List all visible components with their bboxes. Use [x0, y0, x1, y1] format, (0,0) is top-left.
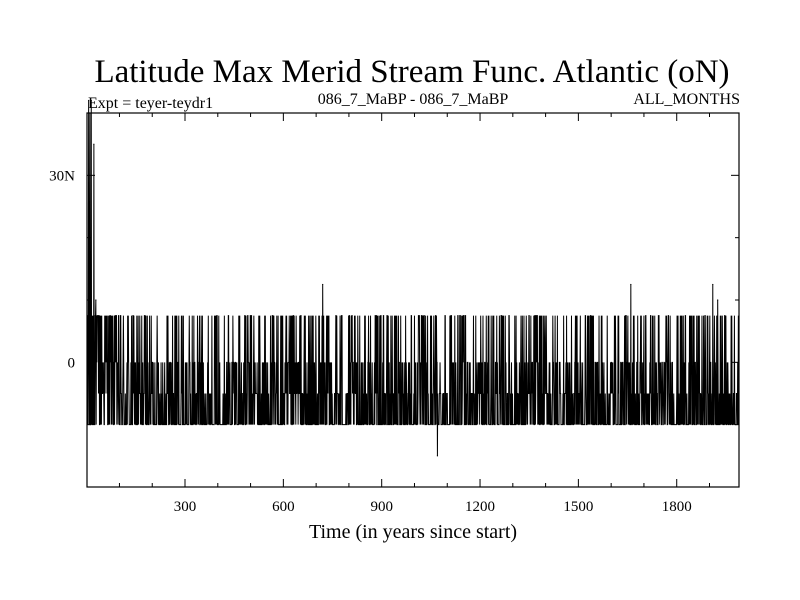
series-extreme-point: [436, 455, 439, 457]
series-extreme-point: [88, 99, 90, 102]
series-extreme-point: [717, 299, 719, 301]
series-extreme-point: [93, 143, 95, 145]
experiment-label: Expt = teyer-teydr1: [88, 95, 213, 112]
plot-frame: [86, 112, 740, 488]
months-label: ALL_MONTHS: [633, 91, 740, 108]
series-extreme-point: [630, 283, 632, 286]
series-extreme-point: [89, 112, 91, 114]
series-extreme-point: [712, 283, 714, 286]
chart-title: Latitude Max Merid Stream Func. Atlantic…: [94, 54, 729, 90]
series-layer: [87, 99, 740, 457]
x-tick-label: 1200: [465, 499, 495, 515]
x-tick-label: 300: [174, 499, 197, 515]
series-extreme-point: [322, 283, 324, 286]
labels-layer: 300 600 900 1200 1500 1800 0 30N: [49, 168, 692, 515]
series-extreme-point: [90, 99, 92, 102]
x-tick-label: 900: [370, 499, 393, 515]
ticks-layer: [87, 113, 739, 487]
y-tick-label: 30N: [49, 168, 75, 184]
series-extreme-point: [95, 299, 97, 301]
x-tick-label: 1500: [563, 499, 593, 515]
x-tick-label: 1800: [662, 499, 692, 515]
period-label: 086_7_MaBP - 086_7_MaBP: [318, 91, 509, 108]
series-line: [87, 100, 740, 456]
y-tick-label: 0: [68, 355, 76, 371]
x-axis-label: Time (in years since start): [309, 521, 517, 543]
x-tick-label: 600: [272, 499, 295, 515]
